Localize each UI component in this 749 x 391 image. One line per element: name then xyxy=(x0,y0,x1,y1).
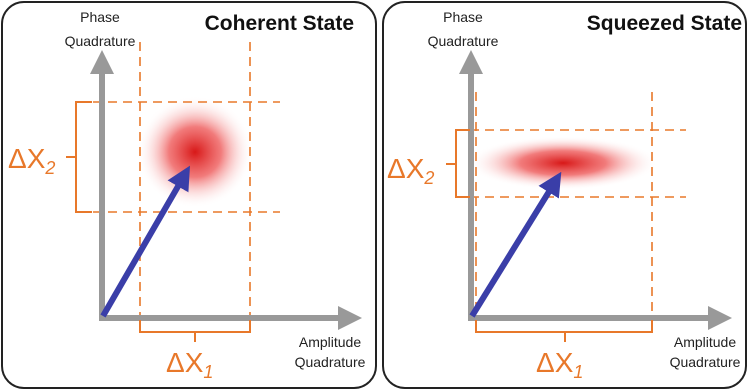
coherent-panel: Coherent State Phase Quadrature Amplitud… xyxy=(2,2,376,388)
axis-label: Amplitude xyxy=(299,334,361,350)
squeezed-panel: Squeezed State Phase Quadrature Amplitud… xyxy=(383,2,746,388)
diagram: Coherent State Phase Quadrature Amplitud… xyxy=(0,0,749,391)
axis-label: Amplitude xyxy=(674,334,736,350)
axis-label: Phase xyxy=(80,9,120,25)
delta-symbol: ΔX xyxy=(8,143,46,174)
axis-label: Quadrature xyxy=(295,354,366,370)
axis-label: Quadrature xyxy=(65,33,136,49)
delta-symbol: ΔX xyxy=(166,347,204,378)
axis-label: Quadrature xyxy=(670,354,741,370)
axis-label: Quadrature xyxy=(428,33,499,49)
delta-subscript: 2 xyxy=(44,158,55,178)
delta-subscript: 1 xyxy=(573,362,583,382)
axis-label: Phase xyxy=(443,9,483,25)
delta-symbol: ΔX xyxy=(536,347,574,378)
delta-subscript: 1 xyxy=(203,362,213,382)
delta-subscript: 2 xyxy=(423,168,434,188)
panel-title: Coherent State xyxy=(205,12,354,35)
delta-symbol: ΔX xyxy=(387,153,425,184)
panel-border xyxy=(383,2,746,388)
panel-title: Squeezed State xyxy=(587,12,742,35)
state-distribution xyxy=(137,96,253,208)
state-distribution xyxy=(468,136,658,190)
